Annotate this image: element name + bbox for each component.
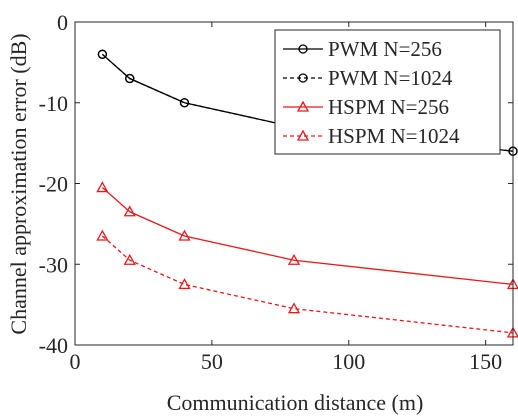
series-3-point-2 [178, 278, 191, 290]
legend-box [274, 29, 501, 155]
series-line-2 [101, 187, 514, 286]
x-axis-label: Communication distance (m) [167, 390, 424, 415]
y-tick-label-1: -10 [39, 91, 68, 116]
legend-label-0: PWM N=256 [328, 37, 442, 61]
series-2-point-3 [287, 253, 301, 265]
x-tick-label-2: 100 [332, 349, 365, 374]
series-line-3 [101, 235, 514, 334]
series-2-point-1 [123, 205, 136, 217]
legend-label-1: PWM N=1024 [328, 66, 453, 90]
y-axis-label: Channel approximation error (dB) [6, 33, 31, 334]
axes: 0 50 100 150 0 -10 -20 -30 -40 [39, 10, 514, 374]
series-1-point-0 [97, 49, 108, 59]
legend-marker-1 [298, 73, 308, 83]
legend-marker-2 [296, 100, 310, 112]
series-3-point-3 [287, 302, 301, 314]
legend-label-2: HSPM N=256 [328, 95, 449, 119]
y-tick-label-3: -30 [39, 252, 68, 277]
y-tick-label-4: -40 [39, 333, 68, 358]
x-tick-label-1: 50 [201, 349, 223, 374]
series-1-point-1 [125, 73, 135, 84]
series-3-point-0 [96, 229, 109, 241]
y-tick-label-0: 0 [57, 10, 68, 35]
legend-marker-3 [296, 129, 310, 141]
series-3-point-1 [123, 253, 136, 265]
series-2-point-0 [96, 181, 109, 193]
x-tick-label-3: 150 [469, 349, 502, 374]
legend-marker-0 [298, 44, 308, 54]
legend-label-3: HSPM N=1024 [328, 124, 460, 148]
x-tick-label-0: 0 [70, 349, 81, 374]
y-tick-label-2: -20 [39, 172, 68, 197]
series-2-point-2 [178, 229, 191, 241]
series-1-point-2 [179, 98, 190, 108]
legend: PWM N=256 PWM N=1024 HSPM N=256 HSPM N=1024 [274, 29, 501, 155]
